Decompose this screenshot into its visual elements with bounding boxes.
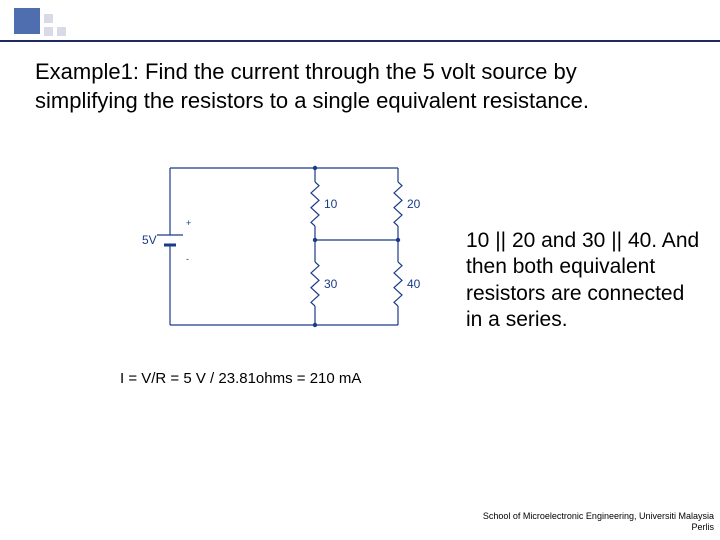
footer-line1: School of Microelectronic Engineering, U… [483,511,714,523]
svg-text:+: + [186,218,191,228]
decor-square-s1 [44,14,53,23]
svg-text:-: - [186,254,189,264]
svg-text:30: 30 [324,277,338,291]
svg-text:10: 10 [324,197,338,211]
slide: Example1: Find the current through the 5… [0,0,720,540]
decor-underline [0,40,720,42]
svg-text:20: 20 [407,197,421,211]
slide-title: Example1: Find the current through the 5… [35,58,685,115]
svg-text:5V: 5V [142,233,157,247]
solution-equation: I = V/R = 5 V / 23.81ohms = 210 mA [120,370,440,387]
footer-line2: Perlis [483,522,714,534]
decor-square-s2 [44,27,53,36]
circuit-diagram: 10 20 30 40 5V + - [120,160,450,370]
footer: School of Microelectronic Engineering, U… [483,511,714,534]
explanation-text: 10 || 20 and 30 || 40. And then both equ… [466,228,706,333]
decor-square-s3 [57,27,66,36]
decor-square-big [14,8,40,34]
svg-text:40: 40 [407,277,421,291]
